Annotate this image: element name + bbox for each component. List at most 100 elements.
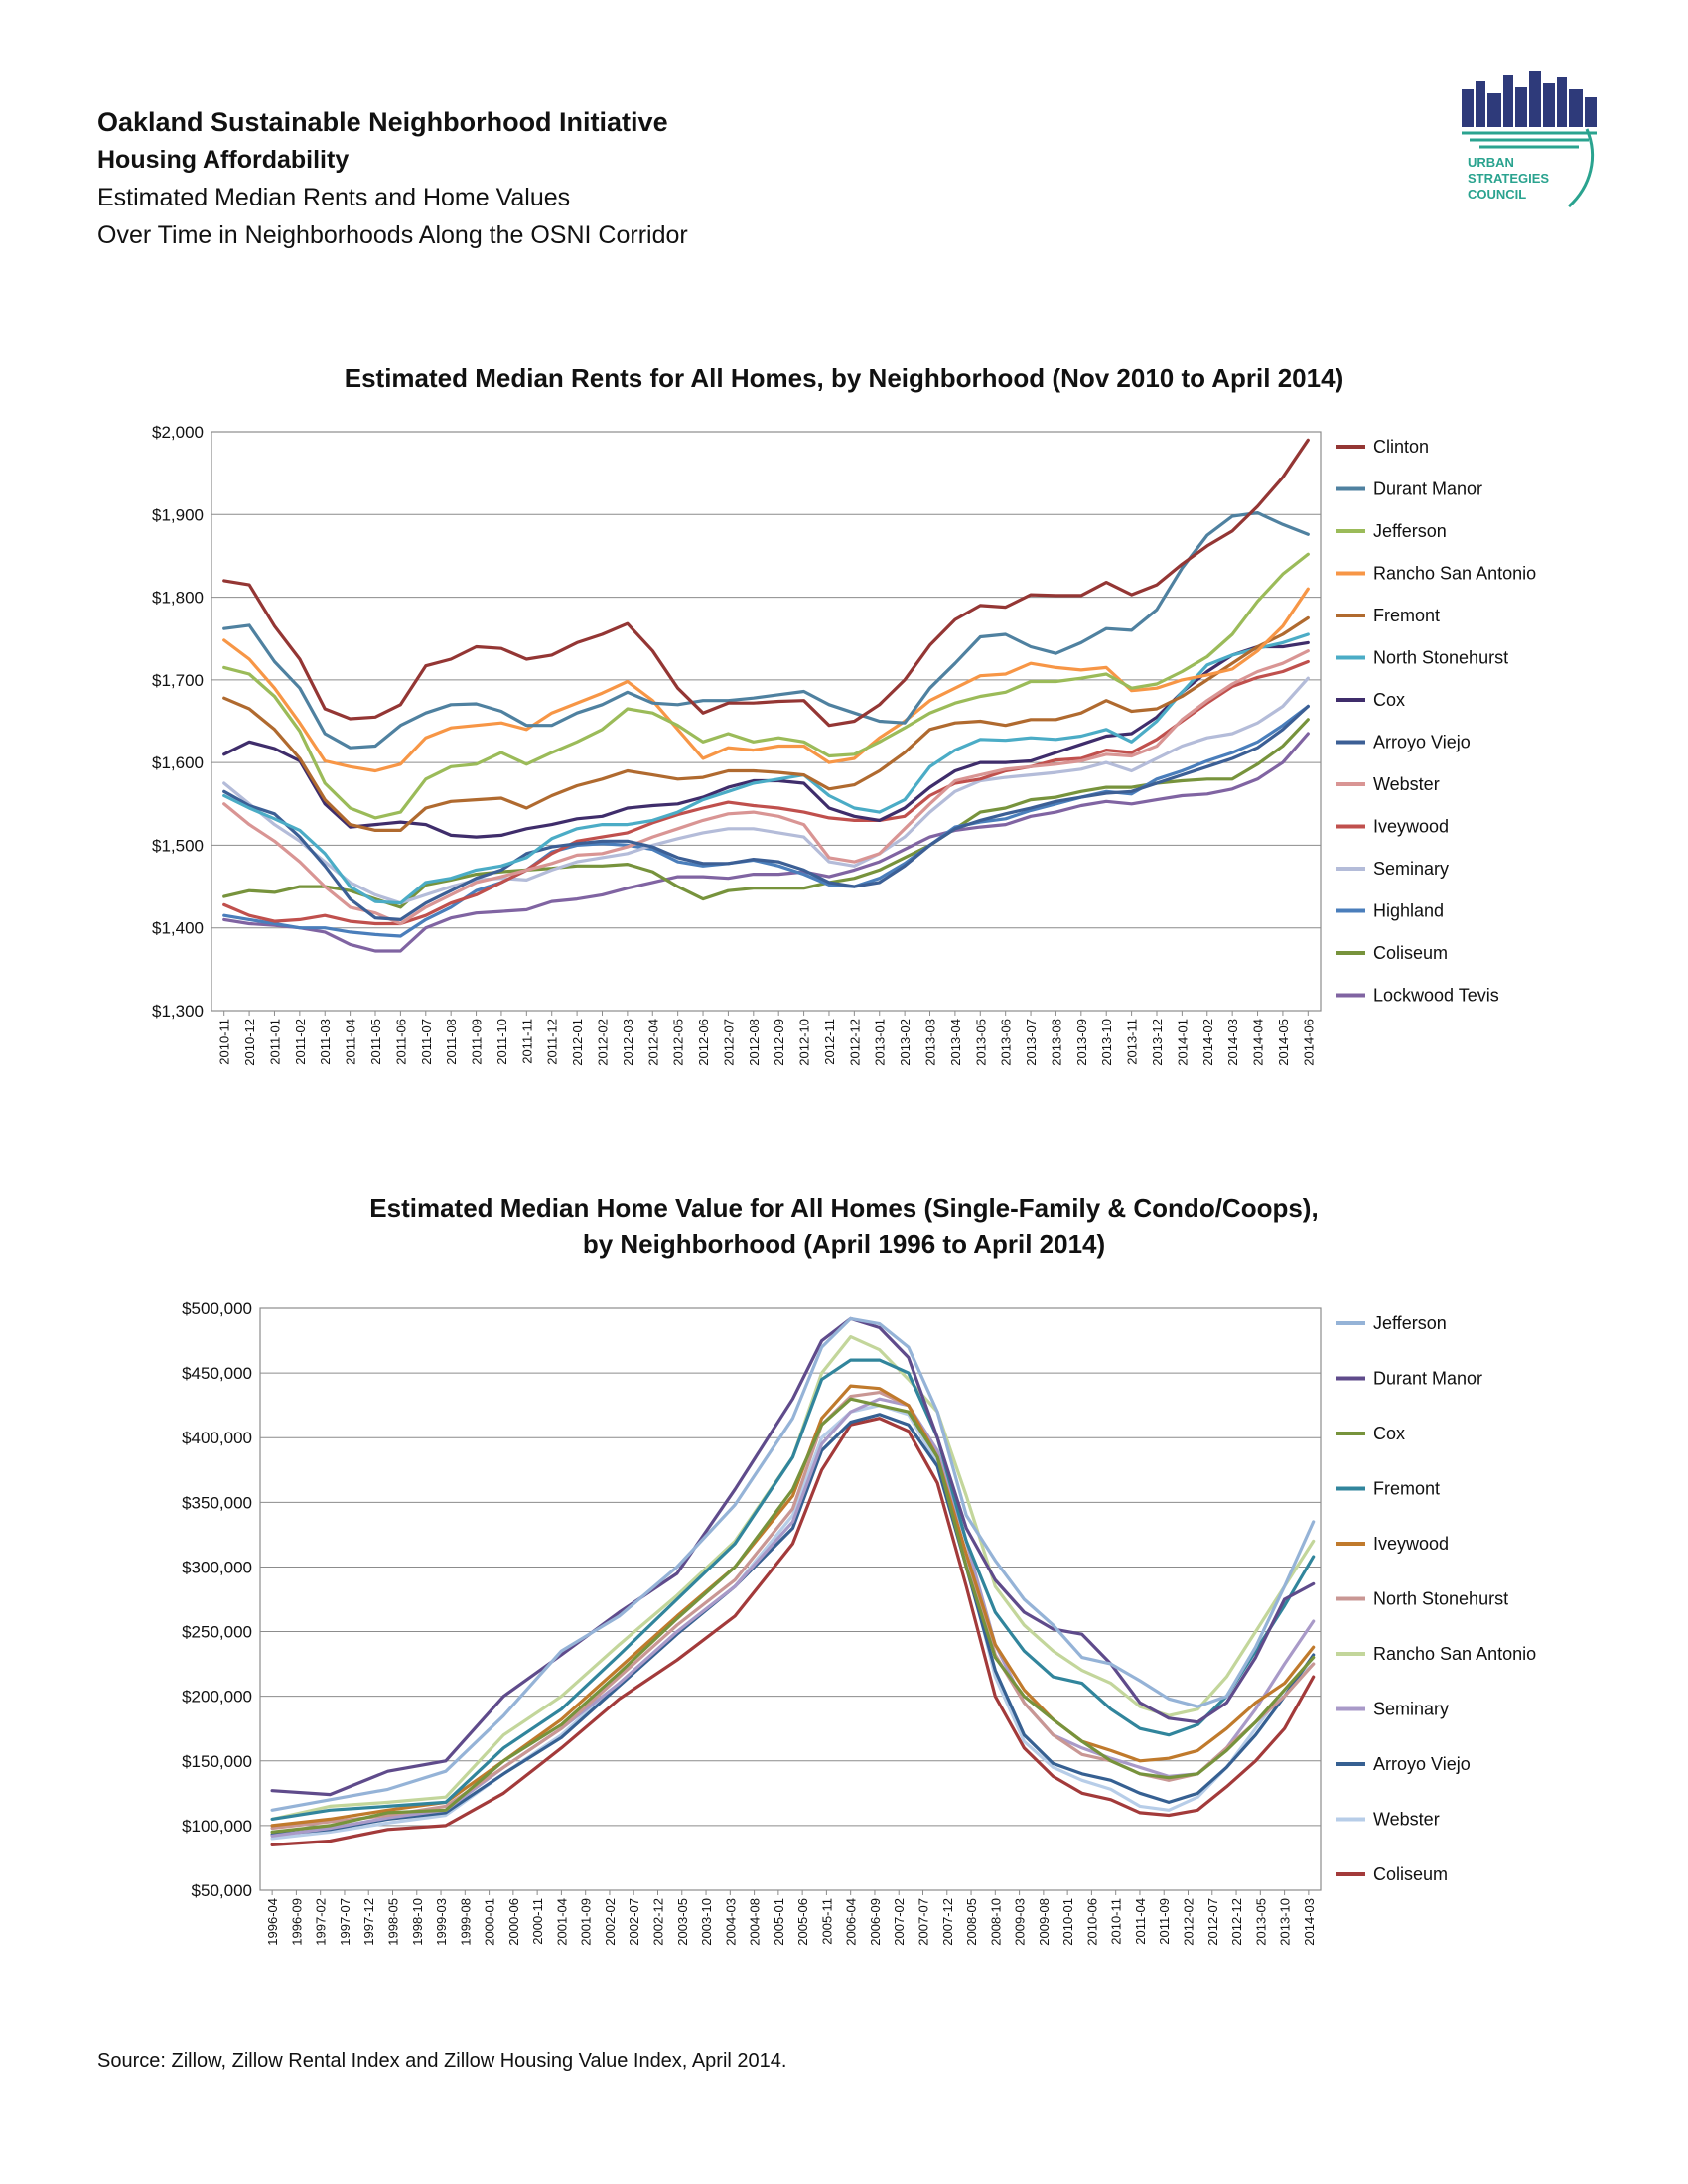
rents-y-tick-label: $1,300 xyxy=(152,1002,204,1021)
values-x-tick-label: 2002-12 xyxy=(651,1898,666,1946)
rents-x-tick-label: 2013-02 xyxy=(898,1019,913,1066)
values-x-tick-label: 2000-11 xyxy=(530,1898,545,1945)
rents-series-north-stonehurst xyxy=(222,632,1310,905)
report-description-line-1: Estimated Median Rents and Home Values xyxy=(97,184,571,211)
rents-x-tick-label: 2012-03 xyxy=(621,1019,635,1066)
rents-x-tick-label: 2012-02 xyxy=(595,1019,610,1066)
logo-text-council: COUNCIL xyxy=(1468,187,1526,202)
values-y-tick-label: $100,000 xyxy=(182,1817,252,1836)
rents-x-tick-label: 2013-07 xyxy=(1024,1019,1039,1066)
rents-series-arroyo-viejo xyxy=(222,704,1310,921)
values-x-tick-label: 2003-10 xyxy=(699,1898,714,1946)
values-y-tick-label: $400,000 xyxy=(182,1429,252,1447)
values-x-tick-label: 2004-03 xyxy=(723,1898,738,1946)
values-legend-label: Jefferson xyxy=(1373,1313,1447,1333)
values-x-tick-label: 2007-07 xyxy=(916,1898,931,1946)
values-x-tick-label: 2010-06 xyxy=(1084,1898,1099,1946)
values-y-tick-label: $200,000 xyxy=(182,1688,252,1706)
rents-y-tick-label: $1,900 xyxy=(152,505,204,524)
values-x-tick-label: 2005-11 xyxy=(819,1898,834,1945)
logo-text-strategies: STRATEGIES xyxy=(1468,171,1549,186)
home-value-chart-title-line-2: by Neighborhood (April 1996 to April 201… xyxy=(582,1229,1106,1259)
rents-series-fremont xyxy=(222,615,1310,832)
rents-series-durant-manor xyxy=(222,511,1310,750)
source-note: Source: Zillow, Zillow Rental Index and … xyxy=(97,2050,787,2072)
values-legend-label: Coliseum xyxy=(1373,1864,1448,1884)
values-x-tick-label: 2008-05 xyxy=(964,1898,979,1946)
values-x-tick-label: 2004-08 xyxy=(748,1898,763,1946)
rents-x-tick-label: 2011-09 xyxy=(470,1019,485,1065)
values-series-arroyo-viejo xyxy=(270,1413,1316,1837)
values-x-tick-label: 2014-03 xyxy=(1302,1898,1317,1946)
rents-x-tick-label: 2010-12 xyxy=(242,1019,257,1066)
values-x-tick-label: 2003-05 xyxy=(675,1898,690,1946)
values-y-tick-label: $300,000 xyxy=(182,1558,252,1576)
values-x-tick-label: 2012-02 xyxy=(1182,1898,1196,1946)
report-header: Oakland Sustainable Neighborhood Initiat… xyxy=(97,103,1190,254)
values-x-tick-label: 2002-07 xyxy=(627,1898,641,1946)
values-x-tick-label: 2010-11 xyxy=(1109,1898,1124,1945)
rents-legend-label: Jefferson xyxy=(1373,521,1447,541)
values-x-tick-label: 1996-04 xyxy=(265,1898,280,1946)
rents-y-tick-label: $1,800 xyxy=(152,589,204,608)
values-y-tick-label: $150,000 xyxy=(182,1752,252,1771)
rents-x-tick-label: 2012-05 xyxy=(671,1019,686,1066)
rents-x-tick-label: 2012-04 xyxy=(645,1019,660,1066)
values-legend-label: Webster xyxy=(1373,1810,1440,1830)
rents-x-tick-label: 2011-12 xyxy=(545,1019,560,1065)
rents-y-tick-label: $2,000 xyxy=(152,423,204,442)
rents-x-tick-label: 2013-08 xyxy=(1049,1019,1063,1066)
rents-x-tick-label: 2013-03 xyxy=(923,1019,938,1066)
rents-x-tick-label: 2013-06 xyxy=(999,1019,1014,1066)
rents-series-jefferson xyxy=(222,552,1310,820)
values-x-tick-label: 1997-02 xyxy=(314,1898,329,1946)
home-value-chart: $50,000 $100,000 $150,000 $200,000 $250,000 $… xyxy=(182,1299,1536,1946)
values-x-tick-label: 2012-07 xyxy=(1205,1898,1220,1946)
rents-x-tick-label: 2014-05 xyxy=(1276,1019,1291,1066)
rents-x-tick-label: 2011-07 xyxy=(419,1019,434,1065)
rents-x-tick-label: 2013-01 xyxy=(873,1019,888,1066)
rents-x-tick-label: 2012-06 xyxy=(696,1019,711,1066)
values-x-tick-label: 2012-12 xyxy=(1229,1898,1244,1946)
rents-x-tick-label: 2013-11 xyxy=(1125,1019,1140,1065)
rents-x-tick-label: 2013-10 xyxy=(1099,1019,1114,1066)
rents-x-tick-label: 2011-02 xyxy=(293,1019,308,1065)
values-x-tick-label: 2009-08 xyxy=(1037,1898,1052,1946)
rents-x-tick-label: 2013-09 xyxy=(1074,1019,1089,1066)
values-y-tick-label: $250,000 xyxy=(182,1623,252,1642)
values-x-tick-label: 2006-04 xyxy=(844,1898,859,1946)
values-x-tick-label: 2001-09 xyxy=(579,1898,594,1946)
rents-legend-label: Lockwood Tevis xyxy=(1373,986,1499,1006)
values-series-jefferson xyxy=(270,1316,1316,1812)
values-x-tick-label: 1998-05 xyxy=(386,1898,401,1946)
rents-x-tick-label: 2011-04 xyxy=(344,1019,358,1065)
rents-y-tick-label: $1,400 xyxy=(152,919,204,938)
values-legend-label: North Stonehurst xyxy=(1373,1589,1508,1609)
rents-y-tick-label: $1,500 xyxy=(152,836,204,855)
values-y-tick-label: $450,000 xyxy=(182,1364,252,1383)
rents-y-tick-label: $1,600 xyxy=(152,753,204,772)
rents-series-seminary xyxy=(222,676,1310,905)
values-x-tick-label: 2009-03 xyxy=(1013,1898,1028,1946)
values-legend-label: Cox xyxy=(1373,1424,1405,1443)
values-x-tick-label: 2006-09 xyxy=(868,1898,883,1946)
values-x-tick-label: 1999-08 xyxy=(458,1898,473,1946)
values-legend-label: Fremont xyxy=(1373,1479,1440,1499)
rents-x-tick-label: 2011-05 xyxy=(368,1019,383,1065)
rents-legend-label: Highland xyxy=(1373,901,1444,921)
values-x-tick-label: 1996-09 xyxy=(289,1898,304,1946)
rents-x-tick-label: 2013-12 xyxy=(1150,1019,1165,1066)
rents-series-highland xyxy=(222,704,1310,938)
rents-x-tick-label: 2012-01 xyxy=(570,1019,585,1066)
rents-x-tick-label: 2011-08 xyxy=(444,1019,459,1065)
values-x-tick-label: 2013-10 xyxy=(1278,1898,1293,1946)
rents-x-tick-label: 2014-06 xyxy=(1301,1019,1316,1066)
report-title: Oakland Sustainable Neighborhood Initiat… xyxy=(97,107,668,137)
rents-legend-label: Coliseum xyxy=(1373,943,1448,963)
values-series-rancho-san-antonio xyxy=(270,1335,1316,1821)
rents-x-tick-label: 2010-11 xyxy=(217,1019,232,1065)
values-legend-label: Iveywood xyxy=(1373,1534,1449,1554)
values-legend-label: Seminary xyxy=(1373,1700,1449,1719)
values-x-tick-label: 2001-04 xyxy=(554,1898,569,1946)
rents-series-clinton xyxy=(222,438,1310,728)
